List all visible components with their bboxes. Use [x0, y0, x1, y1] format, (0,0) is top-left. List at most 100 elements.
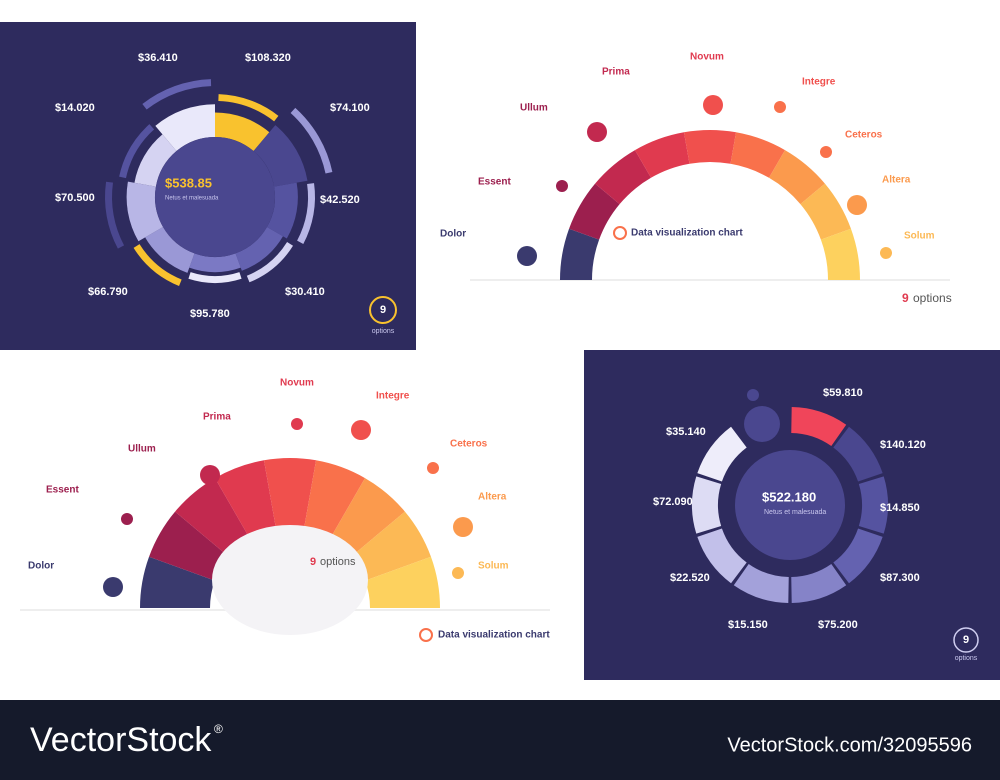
segment — [330, 478, 405, 557]
marker-dot — [427, 462, 439, 474]
inner-plate — [212, 525, 368, 635]
category-label: Integre — [802, 77, 836, 88]
center-caption: Netus et malesuada — [165, 196, 219, 202]
segment — [215, 460, 277, 539]
options-text: options — [913, 291, 952, 305]
segment — [149, 511, 229, 581]
category-label: Prima — [602, 67, 630, 78]
options-count: 9 — [902, 291, 909, 305]
segment — [105, 181, 125, 249]
options-text: options — [955, 655, 978, 662]
segment — [683, 130, 737, 164]
value-label: $74.100 — [330, 102, 370, 114]
segment — [134, 134, 177, 187]
segment — [126, 181, 164, 242]
marker-dot — [774, 101, 786, 113]
segment — [155, 104, 215, 152]
footer-background — [0, 700, 1000, 780]
category-label: Solum — [904, 231, 935, 242]
center-disc — [735, 450, 845, 560]
segment — [569, 183, 620, 240]
value-label: $66.790 — [88, 286, 128, 298]
segment — [218, 94, 279, 122]
marker-dot — [587, 122, 607, 142]
brand: VectorStock — [30, 721, 212, 759]
category-label: Altera — [478, 492, 507, 503]
value-label: $140.120 — [880, 439, 926, 451]
registered-mark: ® — [214, 722, 223, 736]
segment — [140, 556, 215, 608]
marker-dot — [517, 246, 537, 266]
segment — [730, 132, 785, 178]
chart-caption: Data visualization chart — [631, 228, 743, 239]
marker-dot — [453, 517, 473, 537]
marker-dot — [847, 195, 867, 215]
segment — [858, 476, 888, 534]
segment — [820, 228, 860, 280]
value-label: $75.200 — [818, 619, 858, 631]
segment — [119, 124, 155, 179]
value-label: $95.780 — [190, 308, 230, 320]
value-label: $30.410 — [285, 286, 325, 298]
options-text: options — [372, 328, 395, 335]
segment — [297, 183, 315, 244]
segment — [189, 253, 241, 273]
value-label: $35.140 — [666, 426, 706, 438]
value-label: $59.810 — [823, 387, 863, 399]
center-caption: Netus et malesuada — [764, 509, 826, 516]
shapes — [103, 79, 892, 635]
marker-dot — [291, 418, 303, 430]
value-label: $108.320 — [245, 52, 291, 64]
segment — [691, 476, 722, 534]
marker-dot — [351, 420, 371, 440]
category-label: Ullum — [520, 103, 548, 114]
segment — [266, 182, 298, 239]
category-label: Ceteros — [845, 130, 883, 141]
segment — [253, 125, 308, 187]
segment — [145, 227, 195, 273]
center-value: $522.180 — [762, 489, 816, 504]
segment — [142, 79, 212, 110]
segment — [246, 242, 294, 283]
segment — [833, 528, 883, 584]
segment — [133, 244, 182, 287]
chart-caption: Data visualization chart — [438, 630, 550, 641]
marker-dot — [880, 247, 892, 259]
marker-dot — [744, 406, 780, 442]
value-label: $14.020 — [55, 102, 95, 114]
segment — [833, 426, 883, 482]
category-label: Novum — [280, 378, 314, 389]
segment — [351, 511, 431, 581]
category-label: Prima — [203, 412, 231, 423]
segment — [733, 563, 789, 603]
segment — [697, 528, 747, 584]
category-label: Ceteros — [450, 439, 488, 450]
segment — [290, 107, 333, 174]
segment — [188, 272, 242, 284]
value-label: $15.150 — [728, 619, 768, 631]
chart-icon — [613, 226, 627, 240]
segment — [800, 183, 851, 240]
marker-dot — [121, 513, 133, 525]
segment — [791, 407, 847, 447]
options-count: 9 — [310, 556, 316, 568]
category-label: Novum — [690, 52, 724, 63]
marker-dot — [747, 389, 759, 401]
marker-dot — [556, 180, 568, 192]
category-label: Solum — [478, 561, 509, 572]
options-count: 9 — [963, 634, 969, 646]
segment — [595, 150, 651, 205]
options-badge — [953, 627, 979, 653]
category-label: Dolor — [28, 561, 54, 572]
marker-dot — [200, 465, 220, 485]
value-label: $87.300 — [880, 572, 920, 584]
segment — [235, 227, 283, 271]
segment — [697, 426, 747, 482]
segment — [769, 150, 825, 205]
segment — [365, 556, 440, 608]
category-label: Altera — [882, 175, 911, 186]
category-label: Dolor — [440, 229, 466, 240]
options-badge — [369, 296, 397, 324]
value-label: $72.090 — [653, 496, 693, 508]
